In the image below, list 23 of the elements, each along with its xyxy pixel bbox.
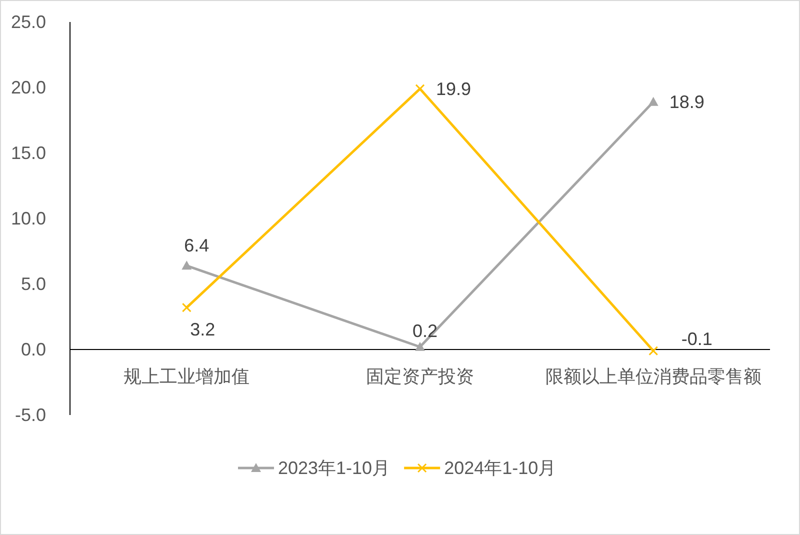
point — [648, 346, 658, 356]
y-tick-label: 0.0 — [20, 340, 46, 360]
y-tick-label: 25.0 — [10, 12, 46, 32]
point — [648, 96, 658, 106]
y-tick-label: 10.0 — [10, 208, 46, 228]
x-tick-label: 规上工业增加值 — [124, 366, 250, 386]
data-label: 18.9 — [669, 92, 704, 112]
legend-label: 2024年1-10月 — [444, 458, 556, 478]
point — [182, 260, 192, 270]
point — [415, 342, 425, 351]
data-label: 6.4 — [184, 236, 210, 256]
x-tick-label: 固定资产投资 — [366, 366, 474, 386]
legend-label: 2023年1-10月 — [278, 458, 390, 478]
y-tick-label: -5.0 — [14, 405, 46, 425]
x-tick-label: 限额以上单位消费品零售额 — [545, 366, 762, 386]
y-tick-label: 20.0 — [10, 78, 46, 98]
point — [182, 302, 192, 312]
data-label: 19.9 — [436, 78, 472, 99]
data-label: 3.2 — [190, 320, 216, 340]
data-label: -0.1 — [681, 328, 712, 349]
y-tick-label: 5.0 — [20, 274, 46, 294]
data-label: 0.2 — [412, 320, 438, 341]
y-tick-label: 15.0 — [10, 143, 46, 163]
